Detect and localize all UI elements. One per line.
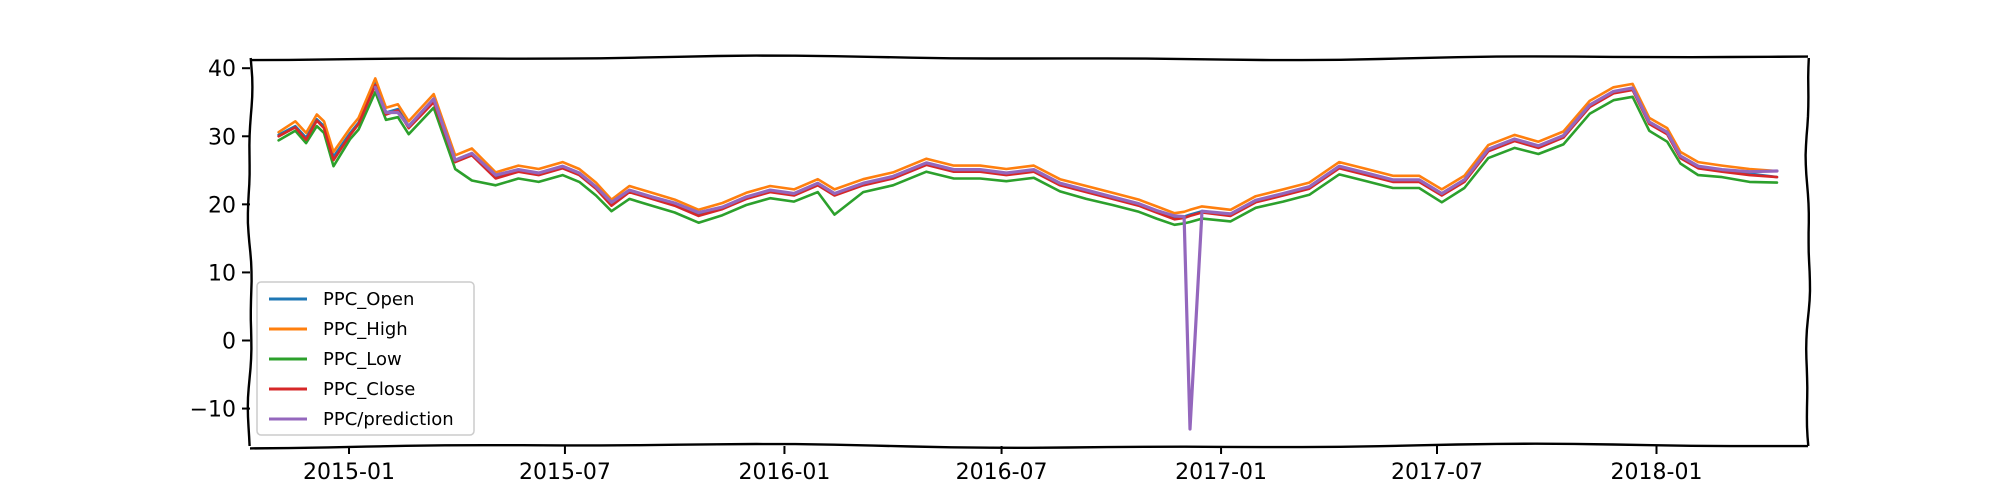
legend-label: PPC_Close (323, 379, 415, 400)
y-tick-label: 30 (208, 125, 236, 150)
x-tick-label: 2017-07 (1391, 460, 1483, 485)
x-tick-label: 2015-07 (519, 460, 611, 485)
x-tick-label: 2016-01 (738, 460, 830, 485)
legend-label: PPC_High (323, 319, 408, 340)
series-line-ppc-high (277, 77, 1779, 215)
series-line-ppc-close (277, 83, 1779, 221)
series-line-ppc-open (277, 81, 1779, 220)
x-tick-label: 2018-01 (1611, 460, 1703, 485)
y-tick-label: 20 (208, 193, 236, 218)
legend-label: PPC/prediction (323, 409, 454, 430)
legend-box (256, 281, 475, 436)
y-tick-label: 0 (222, 329, 236, 354)
legend: PPC_Open PPC_High PPC_Low PPC_Close PPC/pred… (256, 281, 475, 436)
plot-area (277, 77, 1779, 431)
axes-frame (246, 54, 1812, 450)
legend-label: PPC_Open (323, 289, 414, 310)
y-tick-label: 40 (208, 57, 236, 82)
y-tick-label: −10 (190, 398, 236, 423)
x-tick-label: 2015-01 (303, 460, 395, 485)
x-tick-label: 2016-07 (956, 460, 1048, 485)
series-line-ppc-prediction (373, 85, 1779, 431)
axis-ticks: 40 30 20 10 0 −10 2015-01 2015-07 2016-01 2016-07… (190, 57, 1703, 485)
x-tick-label: 2017-01 (1175, 460, 1267, 485)
series-line-ppc-low (277, 90, 1779, 227)
legend-label: PPC_Low (323, 349, 402, 370)
y-tick-label: 10 (208, 261, 236, 286)
